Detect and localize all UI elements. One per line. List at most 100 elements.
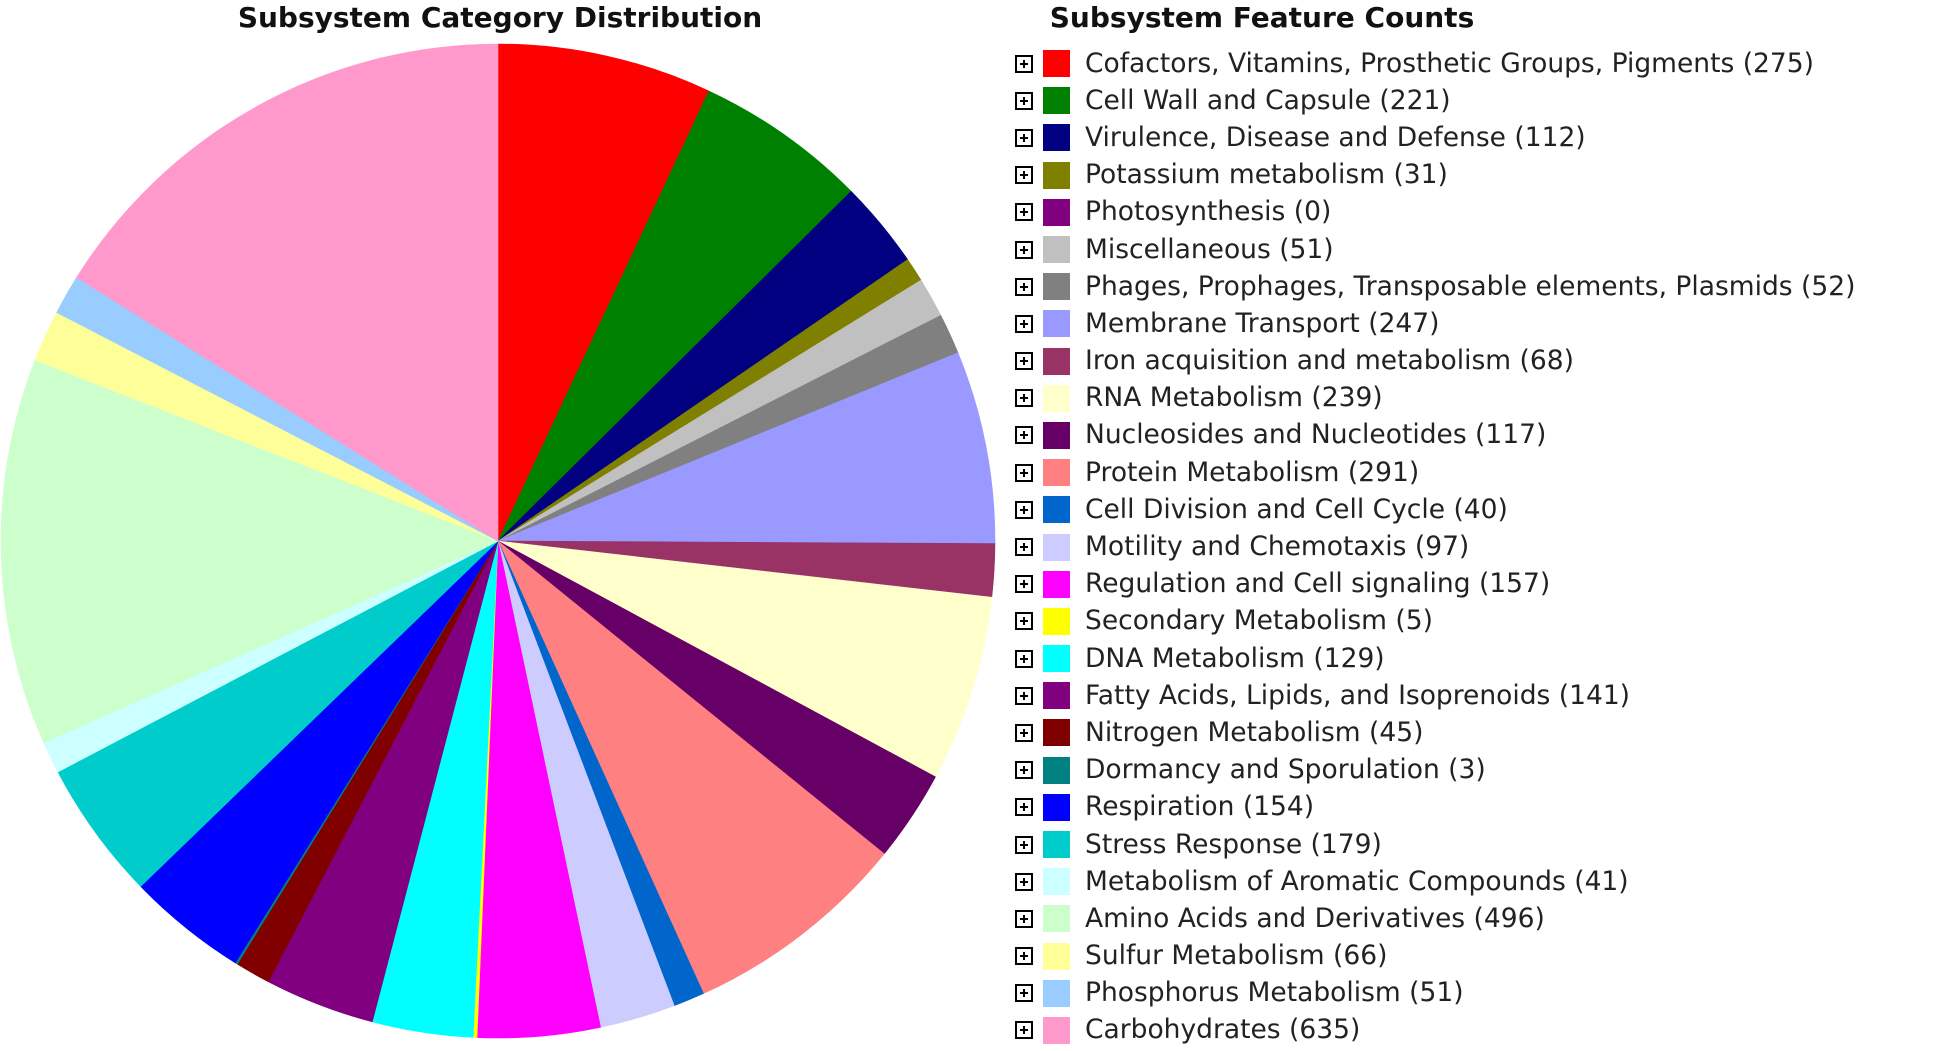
legend-item: Sulfur Metabolism (66): [1015, 938, 1855, 975]
legend-item: RNA Metabolism (239): [1015, 380, 1855, 417]
legend-item: Protein Metabolism (291): [1015, 454, 1855, 491]
legend-item: Membrane Transport (247): [1015, 305, 1855, 342]
plus-box-icon[interactable]: [1015, 798, 1033, 817]
legend-swatch: [1043, 793, 1070, 821]
pie-slice-1[interactable]: [497, 90, 852, 542]
plus-box-icon[interactable]: [1015, 723, 1033, 742]
plus-box-icon[interactable]: [1015, 277, 1033, 296]
legend-label: Respiration (154): [1085, 791, 1315, 823]
plus-box-icon[interactable]: [1015, 761, 1033, 780]
plus-box-icon[interactable]: [1015, 538, 1033, 557]
legend-swatch: [1043, 1016, 1070, 1044]
legend-item: Nucleosides and Nucleotides (117): [1015, 417, 1855, 454]
legend-label: Potassium metabolism (31): [1085, 159, 1448, 191]
legend-swatch: [1043, 533, 1070, 561]
legend-label: Cell Wall and Capsule (221): [1085, 84, 1451, 116]
legend-label: Phages, Prophages, Transposable elements…: [1085, 270, 1856, 302]
legend-item: Metabolism of Aromatic Compounds (41): [1015, 863, 1855, 900]
legend-label: Phosphorus Metabolism (51): [1085, 977, 1464, 1009]
legend-item: Regulation and Cell signaling (157): [1015, 566, 1855, 603]
legend-swatch: [1043, 942, 1070, 970]
plus-box-icon[interactable]: [1015, 314, 1033, 333]
legend-swatch: [1043, 161, 1070, 189]
legend-swatch: [1043, 273, 1070, 301]
plus-box-icon[interactable]: [1015, 91, 1033, 110]
legend-label: Cofactors, Vitamins, Prosthetic Groups, …: [1085, 47, 1814, 79]
plus-box-icon[interactable]: [1015, 166, 1033, 185]
legend-swatch: [1043, 384, 1070, 412]
pie-slice-26[interactable]: [76, 43, 499, 542]
legend-item: Fatty Acids, Lipids, and Isoprenoids (14…: [1015, 677, 1855, 714]
legend-item: Stress Response (179): [1015, 826, 1855, 863]
plus-box-icon[interactable]: [1015, 463, 1033, 482]
legend-swatch: [1043, 645, 1070, 673]
plus-box-icon[interactable]: [1015, 909, 1033, 928]
legend-label: Nucleosides and Nucleotides (117): [1085, 419, 1547, 451]
legend-swatch: [1043, 831, 1070, 859]
legend-item: Cofactors, Vitamins, Prosthetic Groups, …: [1015, 45, 1855, 82]
plus-box-icon[interactable]: [1015, 352, 1033, 371]
legend-item: Iron acquisition and metabolism (68): [1015, 343, 1855, 380]
legend-swatch: [1043, 310, 1070, 338]
legend-item: Potassium metabolism (31): [1015, 157, 1855, 194]
legend-label: Nitrogen Metabolism (45): [1085, 716, 1424, 748]
legend-swatch: [1043, 607, 1070, 635]
pie-slice-7[interactable]: [497, 352, 996, 544]
plus-box-icon[interactable]: [1015, 984, 1033, 1003]
legend-label: Virulence, Disease and Defense (112): [1085, 121, 1586, 153]
legend-label: Metabolism of Aromatic Compounds (41): [1085, 865, 1629, 897]
legend-swatch: [1043, 459, 1070, 487]
plus-box-icon[interactable]: [1015, 947, 1033, 966]
legend-label: Regulation and Cell signaling (157): [1085, 568, 1551, 600]
plus-box-icon[interactable]: [1015, 575, 1033, 594]
legend-title-text: Subsystem Feature Counts: [1049, 1, 1475, 34]
plus-box-icon[interactable]: [1015, 835, 1033, 854]
legend-item: Secondary Metabolism (5): [1015, 603, 1855, 640]
legend-swatch: [1043, 421, 1070, 449]
legend-item: Motility and Chemotaxis (97): [1015, 528, 1855, 565]
legend-label: Stress Response (179): [1085, 828, 1382, 860]
legend-swatch: [1043, 87, 1070, 115]
pie-slice-11[interactable]: [497, 540, 885, 994]
legend-label: Iron acquisition and metabolism (68): [1085, 345, 1574, 377]
legend-label: Photosynthesis (0): [1085, 196, 1332, 228]
legend-item: Respiration (154): [1015, 789, 1855, 826]
plus-box-icon[interactable]: [1015, 686, 1033, 705]
legend-label: Carbohydrates (635): [1085, 1014, 1361, 1046]
pie-slice-23[interactable]: [0, 359, 499, 744]
pie-slice-9[interactable]: [497, 540, 993, 778]
plus-box-icon[interactable]: [1015, 54, 1033, 73]
plus-box-icon[interactable]: [1015, 426, 1033, 445]
plus-box-icon[interactable]: [1015, 240, 1033, 259]
legend-item: Nitrogen Metabolism (45): [1015, 714, 1855, 751]
legend-item: Virulence, Disease and Defense (112): [1015, 119, 1855, 156]
pie-slice-0[interactable]: [497, 43, 710, 542]
legend-label: RNA Metabolism (239): [1085, 382, 1383, 414]
legend-swatch: [1043, 124, 1070, 152]
legend-label: Membrane Transport (247): [1085, 307, 1440, 339]
legend-swatch: [1043, 905, 1070, 933]
legend-label: Fatty Acids, Lipids, and Isoprenoids (14…: [1085, 679, 1631, 711]
plus-box-icon[interactable]: [1015, 649, 1033, 668]
legend-label: Sulfur Metabolism (66): [1085, 940, 1388, 972]
legend-label: Motility and Chemotaxis (97): [1085, 531, 1470, 563]
plus-box-icon[interactable]: [1015, 1021, 1033, 1040]
plus-box-icon[interactable]: [1015, 128, 1033, 147]
plus-box-icon[interactable]: [1015, 203, 1033, 222]
legend-label: Secondary Metabolism (5): [1085, 605, 1433, 637]
plus-box-icon[interactable]: [1015, 389, 1033, 408]
legend-item: Dormancy and Sporulation (3): [1015, 752, 1855, 789]
legend-swatch: [1043, 756, 1070, 784]
legend-label: Miscellaneous (51): [1085, 233, 1334, 265]
legend-list: Cofactors, Vitamins, Prosthetic Groups, …: [1015, 45, 1855, 1049]
plus-box-icon[interactable]: [1015, 872, 1033, 891]
legend-swatch: [1043, 719, 1070, 747]
legend-item: Phages, Prophages, Transposable elements…: [1015, 268, 1855, 305]
plus-box-icon[interactable]: [1015, 612, 1033, 631]
plus-box-icon[interactable]: [1015, 500, 1033, 519]
legend-item: Cell Division and Cell Cycle (40): [1015, 491, 1855, 528]
legend-item: Miscellaneous (51): [1015, 231, 1855, 268]
pie-chart-title: Subsystem Category Distribution: [237, 1, 763, 34]
legend-swatch: [1043, 682, 1070, 710]
legend-swatch: [1043, 570, 1070, 598]
